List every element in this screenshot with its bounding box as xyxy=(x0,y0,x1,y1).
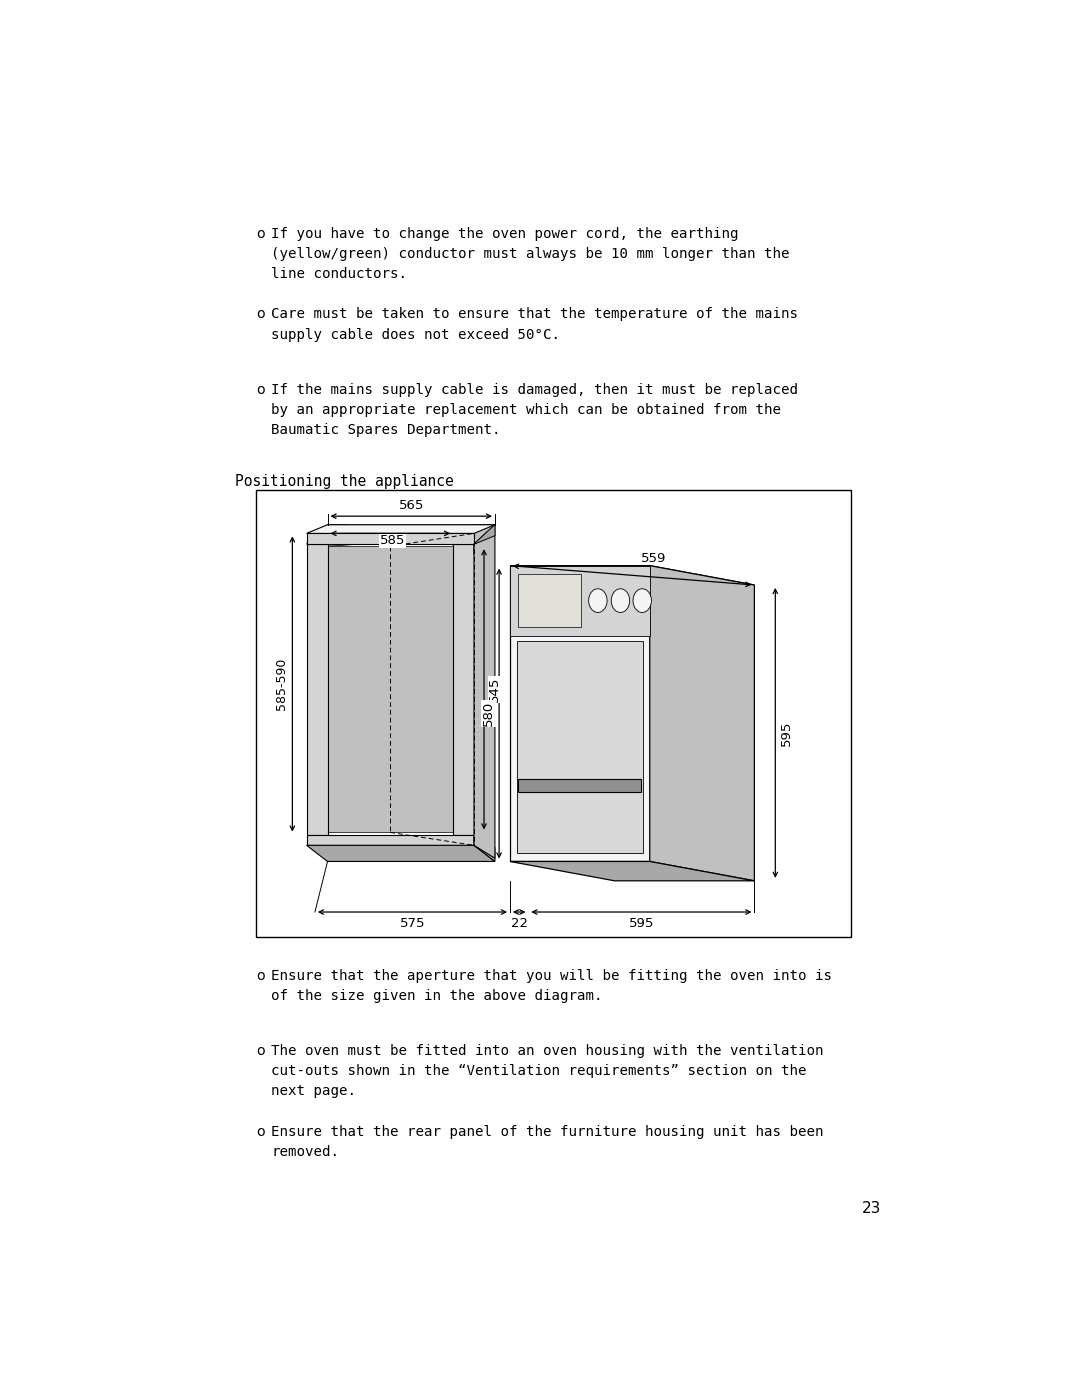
Polygon shape xyxy=(307,845,495,862)
Text: 23: 23 xyxy=(862,1201,881,1217)
Circle shape xyxy=(633,588,651,612)
Text: 595: 595 xyxy=(780,721,793,746)
Polygon shape xyxy=(307,525,495,534)
Text: 575: 575 xyxy=(400,918,426,930)
Text: 559: 559 xyxy=(640,552,666,564)
Polygon shape xyxy=(474,834,495,862)
Text: 585-590: 585-590 xyxy=(275,658,288,710)
Polygon shape xyxy=(307,545,327,834)
Text: o: o xyxy=(256,383,265,397)
Polygon shape xyxy=(510,566,650,862)
Polygon shape xyxy=(510,862,754,882)
Circle shape xyxy=(611,588,630,612)
Text: Ensure that the aperture that you will be fitting the oven into is
of the size g: Ensure that the aperture that you will b… xyxy=(271,970,833,1003)
Polygon shape xyxy=(454,525,495,545)
Polygon shape xyxy=(474,535,495,858)
Text: o: o xyxy=(256,1125,265,1139)
Text: 585: 585 xyxy=(380,535,405,548)
Polygon shape xyxy=(307,834,474,845)
Bar xyxy=(256,490,851,937)
Text: If the mains supply cable is damaged, then it must be replaced
by an appropriate: If the mains supply cable is damaged, th… xyxy=(271,383,798,437)
Polygon shape xyxy=(307,525,349,545)
Polygon shape xyxy=(510,566,650,636)
Text: o: o xyxy=(256,307,265,321)
Text: o: o xyxy=(256,226,265,240)
Text: 595: 595 xyxy=(629,918,654,930)
Text: 22: 22 xyxy=(511,918,528,930)
Text: Ensure that the rear panel of the furniture housing unit has been
removed.: Ensure that the rear panel of the furnit… xyxy=(271,1125,824,1160)
Polygon shape xyxy=(650,566,754,882)
Polygon shape xyxy=(474,525,495,555)
Polygon shape xyxy=(518,778,642,792)
Polygon shape xyxy=(327,546,454,833)
Text: 565: 565 xyxy=(399,499,423,511)
Polygon shape xyxy=(474,525,495,545)
Polygon shape xyxy=(516,641,643,852)
Polygon shape xyxy=(518,574,581,627)
Text: If you have to change the oven power cord, the earthing
(yellow/green) conductor: If you have to change the oven power cor… xyxy=(271,226,789,281)
Polygon shape xyxy=(510,566,754,585)
Circle shape xyxy=(589,588,607,612)
Text: o: o xyxy=(256,1045,265,1059)
Text: Positioning the appliance: Positioning the appliance xyxy=(235,474,455,489)
Text: 545: 545 xyxy=(488,676,501,703)
Text: 580: 580 xyxy=(482,701,495,726)
Text: The oven must be fitted into an oven housing with the ventilation
cut-outs shown: The oven must be fitted into an oven hou… xyxy=(271,1045,824,1098)
Polygon shape xyxy=(454,545,474,834)
Polygon shape xyxy=(327,525,495,546)
Text: Care must be taken to ensure that the temperature of the mains
supply cable does: Care must be taken to ensure that the te… xyxy=(271,307,798,341)
Polygon shape xyxy=(307,534,474,545)
Text: o: o xyxy=(256,970,265,983)
